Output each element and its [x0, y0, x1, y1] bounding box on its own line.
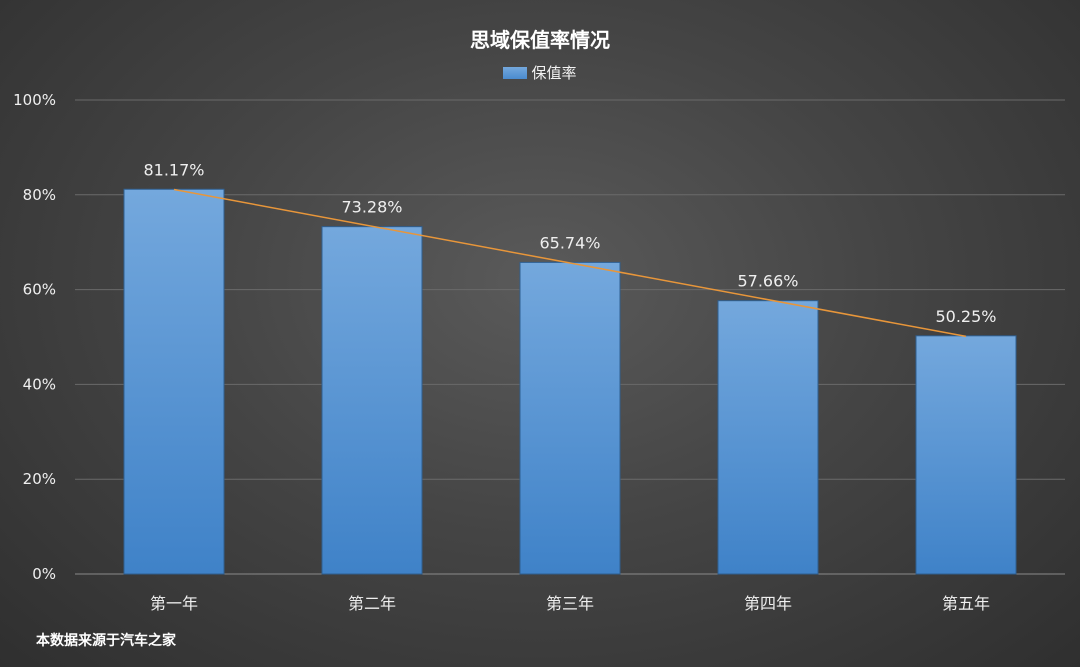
trendline: [173, 188, 967, 338]
chart-title: 思域保值率情况: [470, 28, 610, 52]
data-label: 81.17%: [143, 160, 204, 179]
data-label: 50.25%: [935, 307, 996, 326]
data-label: 57.66%: [737, 272, 798, 291]
y-tick-label: 80%: [23, 186, 56, 204]
y-tick-label: 0%: [32, 565, 56, 583]
x-tick-label: 第四年: [744, 594, 792, 613]
x-tick-label: 第三年: [546, 594, 594, 613]
x-tick-label: 第二年: [348, 594, 396, 613]
legend-label: 保值率: [531, 64, 577, 82]
y-tick-label: 20%: [23, 470, 56, 488]
y-tick-label: 100%: [13, 91, 56, 109]
source-footnote: 本数据来源于汽车之家: [36, 633, 176, 649]
y-tick-label: 40%: [23, 375, 56, 393]
legend-swatch: [503, 66, 528, 79]
bar: [915, 335, 1017, 575]
data-label: 73.28%: [341, 198, 402, 217]
y-tick-label: 60%: [23, 281, 56, 299]
x-tick-label: 第一年: [150, 594, 198, 613]
bar: [123, 188, 225, 575]
bar: [717, 300, 819, 575]
data-label: 65.74%: [539, 233, 600, 252]
bar: [321, 226, 423, 575]
bar: [519, 261, 621, 575]
legend: 保值率: [0, 62, 1080, 83]
x-tick-label: 第五年: [942, 594, 990, 613]
